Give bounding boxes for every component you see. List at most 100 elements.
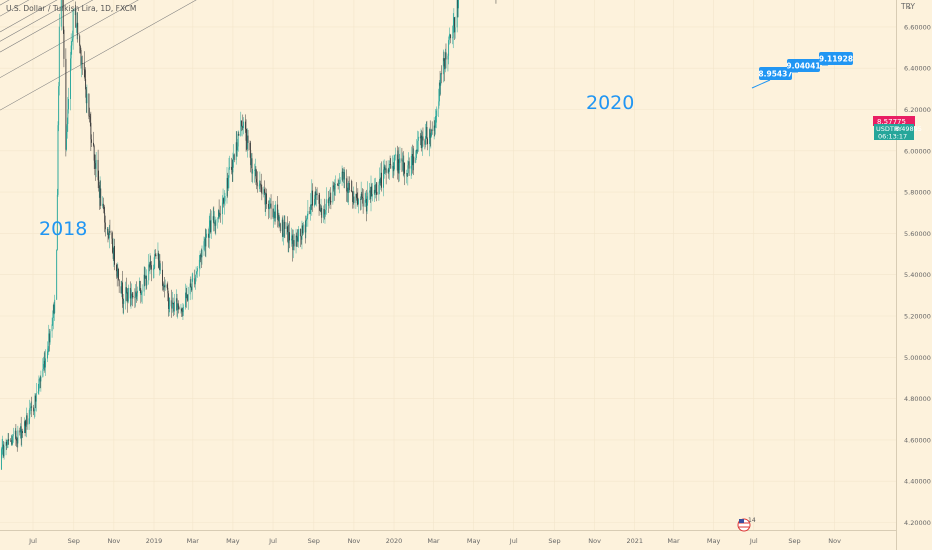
candle-body: [121, 282, 123, 294]
candle-body: [98, 180, 100, 186]
candle-body: [394, 155, 396, 158]
candle-body: [102, 203, 104, 206]
candle-body: [150, 265, 152, 270]
price-axis[interactable]: 4.20000 4.40000 4.60000 4.80000 5.00000 5.200…: [904, 0, 931, 527]
candle-body: [77, 22, 79, 36]
candle-body: [383, 166, 385, 170]
candle-body: [421, 136, 423, 149]
candle-body: [254, 170, 256, 171]
candle-body: [75, 8, 77, 28]
candle-body: [49, 331, 51, 343]
candle-body: [194, 278, 196, 285]
candle-body: [131, 293, 133, 296]
candle-body: [189, 283, 191, 295]
candle-body: [176, 298, 178, 310]
candle-body: [373, 189, 375, 195]
candle-body: [12, 436, 14, 445]
candle-body: [123, 300, 125, 304]
callout-1[interactable]: 8.95437: [758, 67, 793, 80]
candle-body: [453, 17, 455, 26]
candle-body: [81, 63, 83, 64]
event-badge[interactable]: 14: [737, 517, 756, 532]
candle-body: [410, 166, 412, 169]
candle-body: [352, 191, 354, 203]
candle-body: [204, 238, 206, 247]
candle-body: [33, 407, 35, 412]
callout-3[interactable]: 9.11928: [819, 52, 853, 65]
candle-body: [90, 122, 92, 140]
candle-body: [75, 27, 77, 28]
candle-body: [334, 185, 336, 190]
candle-body: [367, 192, 369, 203]
candle-body: [98, 185, 100, 198]
time-axis[interactable]: Jul Sep Nov 2019 Mar May Jul Sep Nov 2020 Mar May Ju…: [28, 537, 841, 545]
candle-body: [19, 430, 21, 433]
candle-body: [107, 228, 109, 235]
candle-body: [227, 177, 229, 189]
candle-body: [100, 188, 102, 206]
candle-body: [265, 193, 267, 205]
candle-body: [396, 154, 398, 171]
candle-body: [204, 238, 206, 242]
candle-body: [341, 171, 343, 180]
candle-body: [443, 58, 445, 62]
candle-body: [291, 235, 293, 239]
candle-body: [192, 278, 194, 280]
candle-body: [8, 439, 10, 441]
candle-body: [135, 291, 137, 297]
currency-dropdown-icon[interactable]: ⌄: [906, 2, 912, 11]
candle-body: [300, 229, 302, 237]
candle-body: [210, 220, 212, 233]
candle-body: [357, 197, 359, 205]
candle-body: [83, 63, 85, 71]
candle-body: [56, 194, 58, 250]
candle-body: [356, 193, 357, 198]
candle-body: [154, 254, 156, 255]
candle-body: [6, 444, 8, 446]
candle-body: [10, 440, 12, 442]
candle-body: [212, 216, 214, 221]
candle-body: [44, 360, 46, 368]
candle-body: [206, 233, 208, 238]
candle-body: [389, 164, 391, 165]
candle-body: [74, 8, 76, 10]
candle-body: [3, 445, 5, 457]
candle-body: [222, 198, 224, 203]
candle-body: [371, 194, 373, 197]
candle-body: [376, 191, 378, 195]
candle-body: [329, 196, 331, 201]
candle-body: [333, 186, 335, 190]
candle-body: [180, 308, 182, 310]
candle-body: [231, 169, 233, 173]
candle-body: [139, 280, 141, 290]
candle-body: [369, 190, 371, 200]
candle-body: [295, 235, 297, 247]
candle-body: [58, 86, 60, 126]
y-tick-label: 6.60000: [904, 23, 931, 31]
candle-body: [289, 232, 290, 241]
candle-body: [226, 177, 228, 197]
candle-body: [231, 166, 233, 170]
candle-body: [419, 136, 421, 139]
candle-body: [200, 255, 202, 258]
candle-body: [158, 260, 160, 268]
candle-body: [246, 135, 248, 149]
callout-2[interactable]: 9.04041: [786, 59, 821, 72]
candle-body: [6, 441, 8, 446]
candle-body: [79, 35, 81, 46]
candle-body: [177, 303, 179, 308]
candle-body: [412, 156, 414, 165]
candle-body: [458, 0, 459, 9]
candle-body: [235, 142, 237, 160]
candle-body: [241, 126, 243, 127]
candle-body: [172, 302, 174, 304]
candle-body: [268, 207, 270, 209]
candles: [0, 0, 497, 470]
candle-body: [208, 226, 210, 238]
candle-body: [252, 170, 254, 174]
candle-body: [306, 218, 308, 222]
x-tick-label: Nov: [588, 537, 601, 545]
candle-body: [209, 220, 211, 227]
candle-body: [71, 41, 73, 46]
